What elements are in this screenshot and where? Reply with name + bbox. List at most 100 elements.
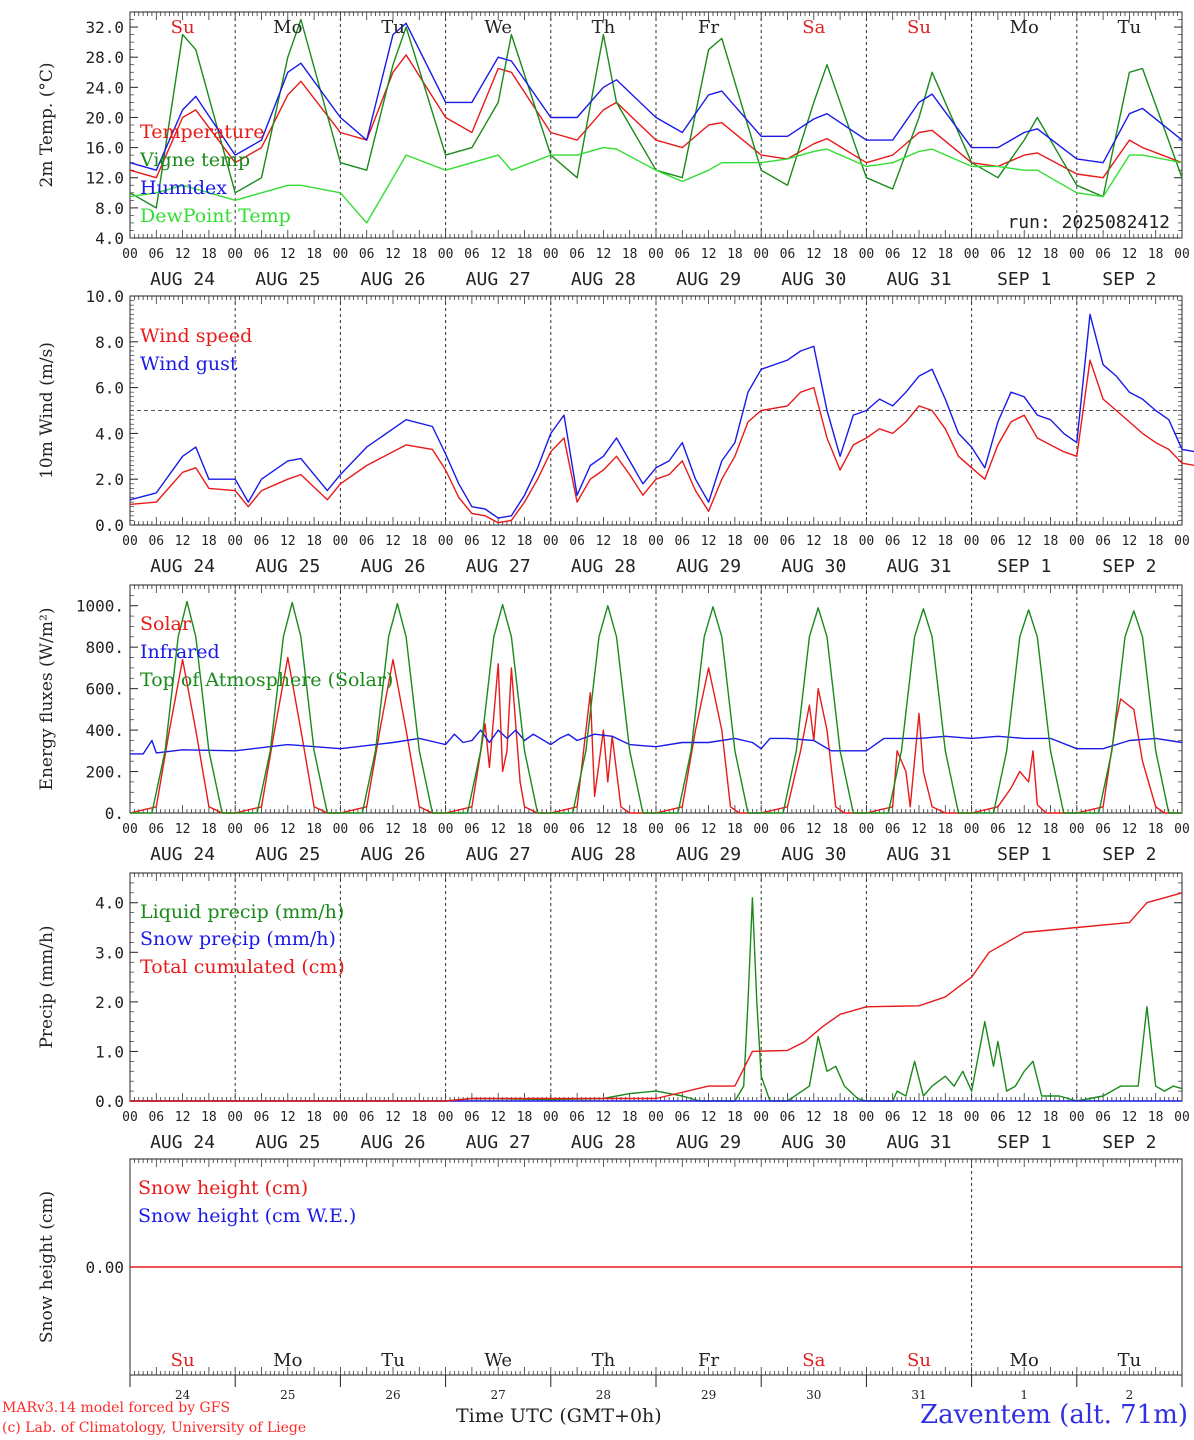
- hour-tick-label: 06: [780, 1110, 796, 1125]
- hour-tick-label: 12: [806, 534, 822, 549]
- hour-tick-label: 00: [438, 1110, 454, 1125]
- hour-tick-label: 18: [937, 247, 953, 262]
- hour-tick-label: 06: [359, 1110, 375, 1125]
- date-label: AUG 29: [676, 1132, 741, 1153]
- legend-label: Snow height (cm W.E.): [138, 1205, 356, 1227]
- hour-tick-label: 00: [859, 1110, 875, 1125]
- hour-tick-label: 18: [1148, 534, 1164, 549]
- hour-tick-label: 06: [359, 247, 375, 262]
- hour-tick-label: 00: [333, 247, 349, 262]
- hour-tick-label: 00: [227, 247, 243, 262]
- hour-tick-label: 18: [727, 822, 743, 837]
- y-tick-label: 8.0: [95, 333, 124, 352]
- date-label: AUG 26: [360, 269, 425, 290]
- hour-tick-label: 00: [753, 822, 769, 837]
- hour-tick-label: 18: [937, 534, 953, 549]
- weekday-label: Th: [592, 1350, 616, 1371]
- hour-tick-label: 12: [385, 1110, 401, 1125]
- legend-label: Wind gust: [140, 353, 238, 375]
- series-humidex: [129, 22, 1183, 171]
- date-label: AUG 30: [781, 269, 846, 290]
- day-number-label: 26: [385, 1388, 400, 1402]
- hour-tick-label: 00: [122, 247, 138, 262]
- panel-2: [129, 295, 1194, 526]
- hour-tick-label: 12: [175, 822, 191, 837]
- weekday-label: Tu: [381, 17, 405, 38]
- hour-tick-label: 06: [464, 822, 480, 837]
- weekday-label: Su: [907, 17, 931, 38]
- hour-tick-label: 12: [1016, 1110, 1032, 1125]
- hour-tick-label: 06: [254, 1110, 270, 1125]
- weekday-label: Fr: [698, 17, 719, 38]
- hour-tick-label: 00: [333, 822, 349, 837]
- hour-tick-label: 12: [911, 534, 927, 549]
- hour-tick-label: 06: [674, 822, 690, 837]
- station-name: Zaventem (alt. 71m): [920, 1400, 1188, 1430]
- hour-tick-label: 00: [227, 822, 243, 837]
- hour-tick-label: 00: [964, 247, 980, 262]
- hour-tick-label: 12: [280, 1110, 296, 1125]
- hour-tick-label: 06: [254, 247, 270, 262]
- y-tick-label: 4.0: [95, 424, 124, 443]
- hour-tick-label: 00: [438, 822, 454, 837]
- hour-tick-label: 06: [254, 822, 270, 837]
- y-tick-label: 8.0: [95, 199, 124, 218]
- hour-tick-label: 06: [254, 534, 270, 549]
- hour-tick-label: 12: [1122, 1110, 1138, 1125]
- date-label: AUG 29: [676, 269, 741, 290]
- hour-tick-label: 18: [201, 534, 217, 549]
- date-label: AUG 31: [886, 556, 951, 577]
- y-tick-label: 2.0: [95, 993, 124, 1012]
- series-dewpoint-temp: [129, 146, 1183, 224]
- date-label: AUG 26: [360, 844, 425, 865]
- date-label: AUG 27: [466, 1132, 531, 1153]
- hour-tick-label: 18: [1043, 822, 1059, 837]
- date-label: SEP 1: [997, 1132, 1051, 1153]
- hour-tick-label: 06: [359, 822, 375, 837]
- hour-tick-label: 18: [306, 822, 322, 837]
- series-total-cumulated-cm-: [130, 892, 1183, 1102]
- hour-tick-label: 18: [201, 1110, 217, 1125]
- legend-label: Total cumulated (cm): [140, 956, 345, 978]
- day-number-label: 27: [491, 1388, 506, 1402]
- date-label: SEP 2: [1102, 1132, 1156, 1153]
- hour-tick-label: 06: [569, 1110, 585, 1125]
- series-temperature: [129, 54, 1183, 179]
- day-number-label: 1: [1020, 1388, 1028, 1402]
- hour-tick-label: 18: [1148, 1110, 1164, 1125]
- weekday-label: Sa: [802, 17, 825, 38]
- hour-tick-label: 00: [1069, 1110, 1085, 1125]
- hour-tick-label: 12: [490, 822, 506, 837]
- y-tick-label: 600.: [85, 680, 124, 699]
- hour-tick-label: 00: [964, 1110, 980, 1125]
- hour-tick-label: 00: [859, 822, 875, 837]
- hour-tick-label: 06: [674, 1110, 690, 1125]
- hour-tick-label: 18: [622, 822, 638, 837]
- hour-tick-label: 18: [622, 534, 638, 549]
- run-label: run: 2025082412: [1007, 212, 1170, 233]
- series-wind-speed: [129, 359, 1194, 524]
- date-label: AUG 28: [571, 269, 636, 290]
- hour-tick-label: 18: [201, 247, 217, 262]
- date-label: AUG 24: [150, 556, 215, 577]
- weekday-label: Mo: [1010, 17, 1039, 38]
- hour-tick-label: 18: [306, 1110, 322, 1125]
- legend-label: Infrared: [140, 641, 220, 663]
- y-tick-label: 0.: [105, 804, 124, 823]
- hour-tick-label: 18: [1043, 247, 1059, 262]
- date-label: SEP 1: [997, 844, 1051, 865]
- weekday-label: We: [484, 1350, 512, 1371]
- hour-tick-label: 18: [622, 247, 638, 262]
- hour-tick-label: 00: [648, 534, 664, 549]
- date-label: AUG 26: [360, 556, 425, 577]
- hour-tick-label: 00: [859, 534, 875, 549]
- hour-tick-label: 06: [885, 247, 901, 262]
- day-number-label: 30: [806, 1388, 821, 1402]
- date-label: AUG 24: [150, 269, 215, 290]
- day-number-label: 25: [280, 1388, 295, 1402]
- hour-tick-label: 12: [385, 534, 401, 549]
- hour-tick-label: 06: [464, 1110, 480, 1125]
- hour-tick-label: 18: [622, 1110, 638, 1125]
- hour-tick-label: 00: [753, 1110, 769, 1125]
- hour-tick-label: 00: [1069, 534, 1085, 549]
